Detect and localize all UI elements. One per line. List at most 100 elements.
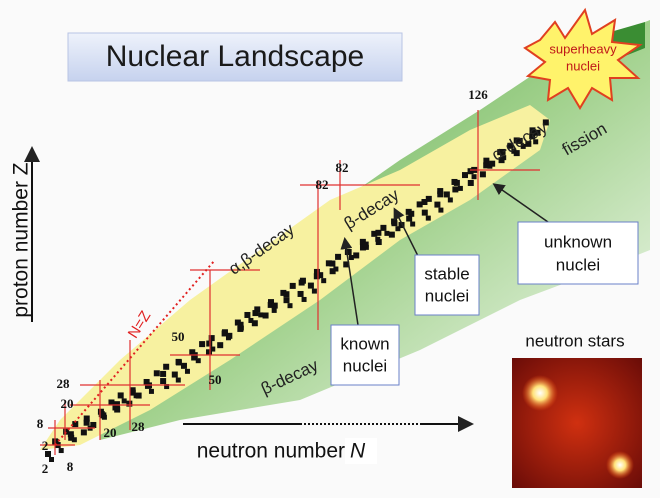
callout-arrow	[492, 183, 549, 223]
stable-label: nuclei	[425, 286, 469, 305]
magic-z-label: 20	[61, 396, 74, 411]
stable-nucleus	[489, 160, 496, 167]
neutron-star	[522, 375, 558, 411]
stable-nucleus	[283, 297, 290, 304]
stable-nucleus	[453, 179, 460, 186]
stable-nucleus	[520, 143, 526, 149]
stable-nucleus	[313, 268, 320, 275]
stable-nucleus	[437, 188, 444, 195]
callout-arrow	[340, 237, 359, 326]
neutron-star	[606, 451, 634, 479]
stable-nucleus	[163, 363, 170, 370]
stable-nucleus	[425, 195, 432, 202]
stable-nucleus	[467, 168, 474, 175]
stable-nucleus	[71, 437, 77, 443]
stable-nucleus	[301, 296, 307, 302]
title-box	[67, 32, 403, 82]
stable-nucleus	[391, 220, 398, 227]
stable-nucleus	[513, 137, 520, 144]
stable-nucleus	[217, 342, 224, 349]
stable-nucleus	[258, 312, 264, 318]
stable-nucleus	[321, 278, 327, 284]
stable-nucleus	[143, 378, 150, 385]
magic-z-label: 82	[316, 177, 329, 192]
stable-nucleus	[45, 451, 51, 457]
magic-z-label: 126	[468, 87, 488, 102]
stable-nucleus	[479, 171, 486, 178]
stable-nucleus	[507, 142, 514, 149]
n-equals-z-line	[54, 259, 216, 446]
stable-nucleus	[335, 253, 342, 260]
stable-nucleus	[471, 174, 477, 180]
stable-nucleus	[362, 241, 369, 248]
stable-nucleus	[83, 415, 90, 422]
stable-nucleus	[311, 288, 317, 294]
stable-nucleus	[343, 261, 350, 268]
stable-nucleus	[325, 260, 332, 267]
stable-nucleus	[160, 370, 167, 377]
stable-nucleus	[80, 429, 87, 436]
magic-n-label: 8	[67, 459, 74, 474]
stable-nucleus	[457, 185, 463, 191]
stable-nucleus	[195, 358, 201, 364]
stable-nucleus	[498, 157, 505, 164]
known-label: known	[340, 334, 389, 353]
stable-nucleus	[299, 277, 306, 284]
magic-n-label: 2	[42, 461, 49, 476]
stable-nucleus	[164, 384, 170, 390]
stable-nucleus	[516, 137, 523, 144]
magic-lines	[40, 110, 540, 455]
stable-nucleus	[129, 387, 136, 394]
stable-nucleus	[271, 302, 278, 309]
stable-nucleus	[199, 341, 206, 348]
stable-nucleus	[513, 150, 520, 157]
stable-nucleus	[317, 272, 324, 279]
stable-nucleus	[184, 368, 190, 374]
stable-nucleus	[135, 392, 142, 399]
n-symbol-box	[345, 438, 377, 464]
stable-nucleus	[226, 332, 233, 339]
stable-nucleus	[262, 312, 269, 319]
stable-nucleus	[121, 398, 127, 404]
superheavy-label: nuclei	[566, 58, 600, 73]
stable-nucleus	[437, 191, 444, 198]
stable-nucleus	[208, 335, 215, 342]
stable-nucleus	[467, 179, 474, 186]
stable-nucleus	[251, 320, 258, 327]
stable-nucleus	[375, 229, 382, 236]
stable-nucleus	[108, 399, 115, 406]
stable-nucleus	[483, 162, 490, 169]
known-region	[40, 105, 550, 450]
stable-nucleus	[452, 186, 459, 193]
magic-n-label: 82	[336, 160, 349, 175]
stable-label: stable	[424, 264, 469, 283]
stable-nucleus	[287, 303, 293, 309]
stable-nucleus	[410, 221, 416, 227]
stable-nucleus	[438, 207, 444, 213]
stable-nucleus	[388, 231, 395, 238]
magic-n-label: 20	[104, 425, 117, 440]
callout-box	[414, 254, 480, 316]
stable-nucleus	[58, 448, 64, 454]
stable-nucleus	[280, 289, 287, 296]
magic-z-label: 28	[57, 376, 71, 391]
stable-nucleus	[329, 268, 336, 275]
magic-z-label: 2	[42, 438, 49, 453]
magic-z-label: 8	[37, 416, 44, 431]
z-label: proton number Z	[10, 162, 33, 317]
stable-nucleus	[529, 127, 536, 134]
n-symbol: N	[350, 440, 366, 463]
stable-nucleus	[297, 290, 304, 297]
stable-nucleus	[252, 310, 259, 317]
stable-nucleus	[289, 282, 296, 289]
callout-box	[517, 221, 639, 285]
stable-nucleus	[371, 230, 378, 237]
magic-z-label: 50	[172, 329, 185, 344]
neutron-stars-label: neutron stars	[525, 331, 624, 350]
stable-nucleus	[529, 133, 536, 140]
stable-nucleus	[406, 215, 413, 222]
magic-n-label: 28	[132, 419, 146, 434]
stable-nucleus	[408, 210, 415, 217]
n-label: neutron number	[197, 440, 345, 463]
